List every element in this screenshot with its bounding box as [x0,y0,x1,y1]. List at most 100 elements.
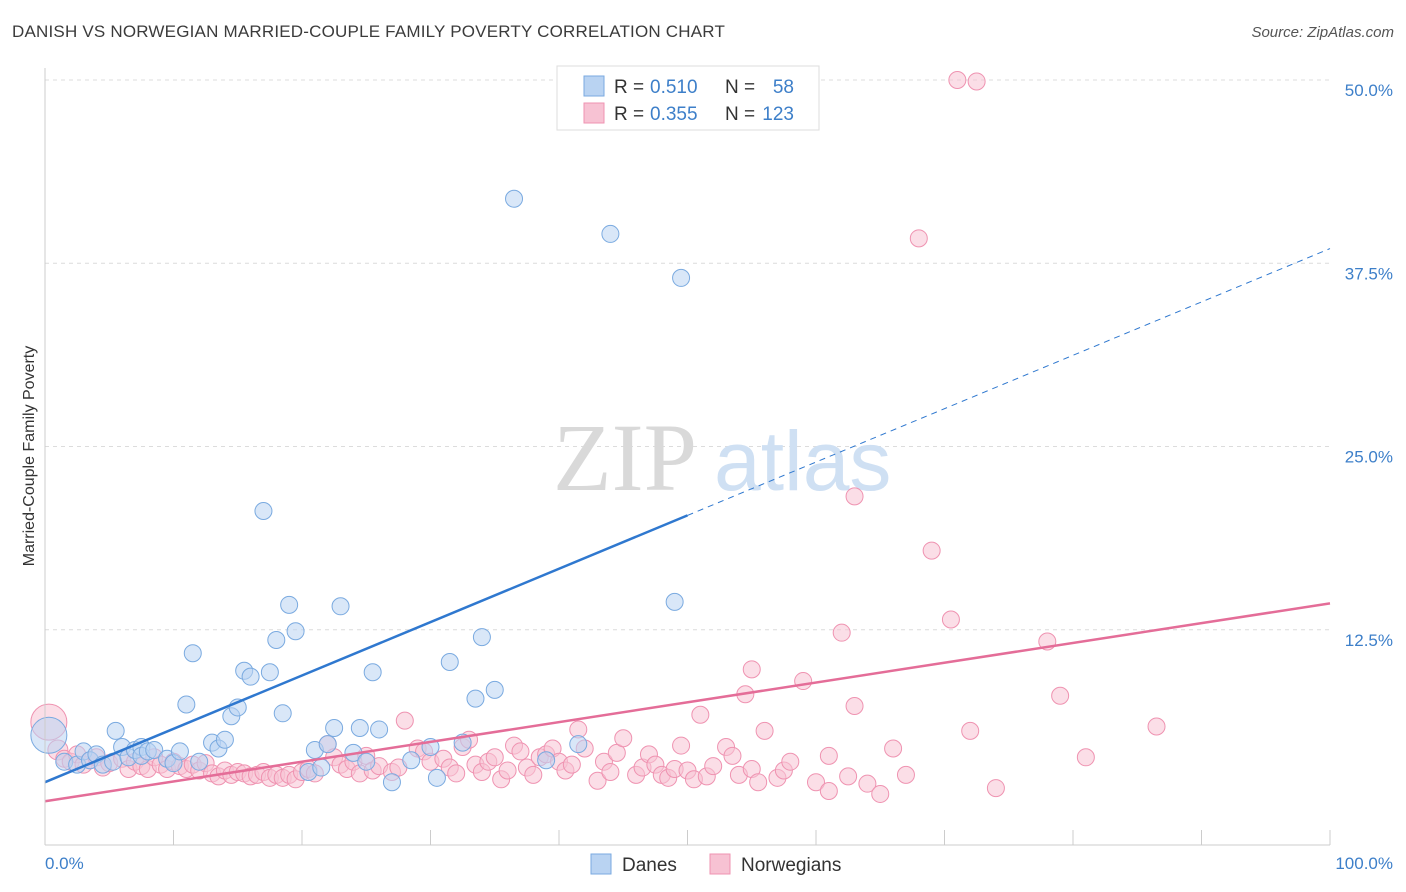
danes-point [363,663,382,682]
danes-trend-line [44,514,688,784]
norwegians-point [896,765,915,784]
norwegians-point [723,746,742,765]
norwegians-legend-swatch [583,102,605,124]
danes-legend-swatch [583,75,605,97]
danes-point [672,268,691,287]
norwegians-bottom-label: Norwegians [741,855,841,876]
danes-r-value: 0.510 [650,77,698,98]
grid [45,79,1330,631]
danes-point [30,716,68,754]
danes-point [601,224,620,243]
y-tick-label: 12.5% [1345,631,1393,650]
danes-points [30,189,691,792]
danes-point [254,502,273,521]
danes-n-value: 58 [773,77,794,98]
norwegians-point [524,765,543,784]
danes-point [273,704,292,723]
danes-point [280,595,299,614]
norwegians-point [447,764,466,783]
norwegians-point [749,773,768,792]
norwegians-bottom-swatch [709,853,731,875]
norwegians-point [858,774,877,793]
norwegians-r-label: R = [614,104,644,125]
norwegians-point [588,771,607,790]
norwegians-point [819,782,838,801]
danes-point [145,740,164,759]
danes-point [170,742,189,761]
y-tick-label: 25.0% [1345,448,1393,467]
norwegians-point [498,761,517,780]
watermark-zip: ZIP [553,404,697,511]
norwegians-point [819,746,838,765]
trend-lines [44,248,1331,803]
norwegians-point [614,729,633,748]
danes-bottom-label: Danes [622,855,677,876]
norwegians-point [511,742,530,761]
axes: 12.5% 25.0% 37.5% 50.0% 0.0% 100.0% Married-Co… [21,68,1393,873]
danes-point [466,689,485,708]
danes-point [382,773,401,792]
norwegians-point [845,696,864,715]
norwegians-point [832,623,851,642]
norwegians-point [961,721,980,740]
danes-point [665,592,684,611]
norwegians-point [986,779,1005,798]
danes-point [318,735,337,754]
danes-point [427,768,446,787]
norwegians-n-value: 123 [762,104,794,125]
danes-point [177,695,196,714]
x-tick-label-max: 100.0% [1335,854,1393,873]
danes-point [260,663,279,682]
bottom-legend: Danes Norwegians [590,853,841,876]
danes-point [267,631,286,650]
chart-title: DANISH VS NORWEGIAN MARRIED-COUPLE FAMIL… [12,22,726,41]
danes-bottom-swatch [590,853,612,875]
norwegians-point [967,72,986,91]
danes-n-label: N = [725,77,755,98]
norwegians-point [839,767,858,786]
norwegians-point [845,487,864,506]
norwegians-point [948,71,967,89]
danes-point [537,751,556,770]
danes-point [350,718,369,737]
norwegians-point [755,721,774,740]
danes-point [325,718,344,737]
norwegians-point [1051,686,1070,705]
legend-box: R = 0.510 N = 58 R = 0.355 N = 123 [556,65,820,131]
danes-point [241,667,260,686]
x-tick-label-min: 0.0% [45,854,84,873]
source-text: Source: ZipAtlas.com [1251,24,1394,41]
norwegians-point [884,739,903,758]
norwegians-point [781,752,800,771]
norwegians-point [1076,748,1095,767]
y-tick-label: 37.5% [1345,264,1393,283]
norwegians-point [941,610,960,629]
norwegians-point [395,711,414,730]
danes-point [215,730,234,749]
norwegians-point [562,755,581,774]
norwegians-point [485,748,504,767]
source-label: Source: ZipAtlas.com [1251,24,1394,41]
danes-point [485,680,504,699]
danes-point [286,622,305,641]
danes-point [183,644,202,663]
y-axis-title: Married-Couple Family Poverty [21,346,38,567]
norwegians-point [1147,717,1166,736]
norwegians-point [742,660,761,679]
norwegians-n-label: N = [725,104,755,125]
norwegians-point [704,757,723,776]
danes-point [505,189,524,208]
norwegians-point [601,762,620,781]
y-tick-label: 50.0% [1345,81,1393,100]
danes-point [402,751,421,770]
danes-point [106,721,125,740]
danes-point [472,628,491,647]
norwegians-point [672,736,691,755]
danes-point [440,653,459,672]
norwegians-point [909,229,928,248]
danes-point [190,752,209,771]
danes-trend-extension [687,248,1331,516]
norwegians-r-value: 0.355 [650,104,698,125]
norwegians-point [807,773,825,792]
norwegians-point [922,541,941,560]
